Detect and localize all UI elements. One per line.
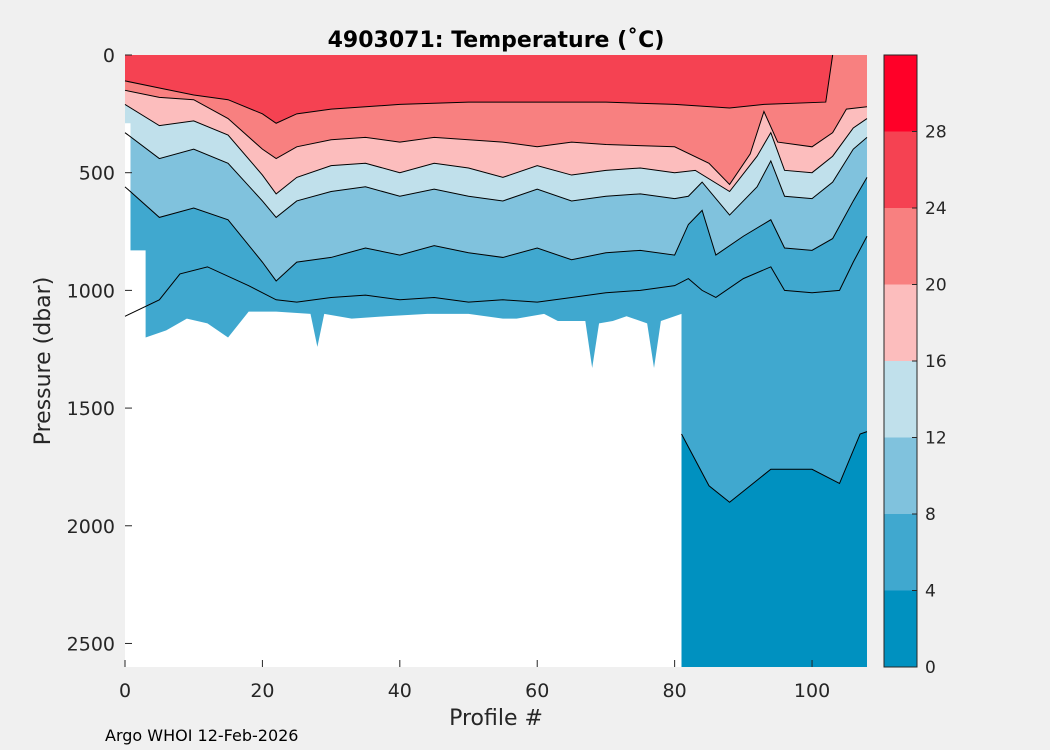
x-tick-label: 60	[525, 680, 549, 702]
colorbar-tick-label: 24	[925, 199, 947, 219]
no-data-region	[125, 123, 867, 667]
colorbar-segment	[884, 590, 917, 667]
colorbar-tick-label: 16	[925, 352, 947, 372]
isotherm-lines	[124, 54, 868, 503]
y-axis-ticks: 0 500 1000 1500 2000 2500	[67, 45, 132, 655]
colorbar-segment	[884, 208, 917, 285]
temperature-bands	[125, 55, 867, 667]
colorbar-segment	[884, 361, 917, 438]
x-tick-label: 20	[250, 680, 274, 702]
band-24-plus	[125, 55, 833, 124]
isotherm-8	[124, 177, 868, 282]
colorbar-tick-label: 4	[925, 582, 936, 602]
y-tick-label: 2500	[67, 633, 115, 655]
y-tick-label: 1500	[67, 398, 115, 420]
y-tick-label: 0	[103, 45, 115, 67]
colorbar-tick-label: 12	[925, 429, 947, 449]
y-tick-label: 500	[79, 163, 115, 185]
x-tick-label: 0	[119, 680, 131, 702]
isotherm-24	[124, 54, 834, 124]
isotherm-16	[124, 104, 868, 195]
isotherm-20	[124, 89, 868, 186]
colorbar-ticks: 0 4 8 12 16 20 24 28	[912, 123, 947, 678]
isotherm-4	[124, 236, 868, 317]
colorbar-tick-label: 8	[925, 505, 936, 525]
isotherm-2	[681, 431, 868, 503]
colorbar-segment	[884, 55, 917, 132]
y-tick-label: 2000	[67, 516, 115, 538]
x-tick-label: 40	[388, 680, 412, 702]
isotherm-12	[124, 132, 868, 219]
footer-credit: Argo WHOI 12-Feb-2026	[105, 726, 298, 745]
colorbar-segment	[884, 514, 917, 591]
colorbar	[883, 54, 918, 668]
colorbar-tick-label: 28	[925, 123, 947, 143]
chart-title: 4903071: Temperature (˚C)	[328, 28, 665, 53]
band-0-4	[681, 431, 867, 667]
colorbar-tick-label: 0	[925, 658, 936, 678]
x-tick-label: 100	[794, 680, 830, 702]
y-tick-label: 1000	[67, 280, 115, 302]
y-axis-label: Pressure (dbar)	[31, 277, 56, 446]
colorbar-segment	[884, 437, 917, 514]
colorbar-tick-label: 20	[925, 276, 947, 296]
colorbar-segment	[884, 284, 917, 361]
colorbar-segment	[884, 131, 917, 208]
x-axis-label: Profile #	[449, 706, 543, 731]
x-tick-label: 80	[663, 680, 687, 702]
x-axis-ticks: 0 20 40 60 80 100	[119, 660, 830, 702]
